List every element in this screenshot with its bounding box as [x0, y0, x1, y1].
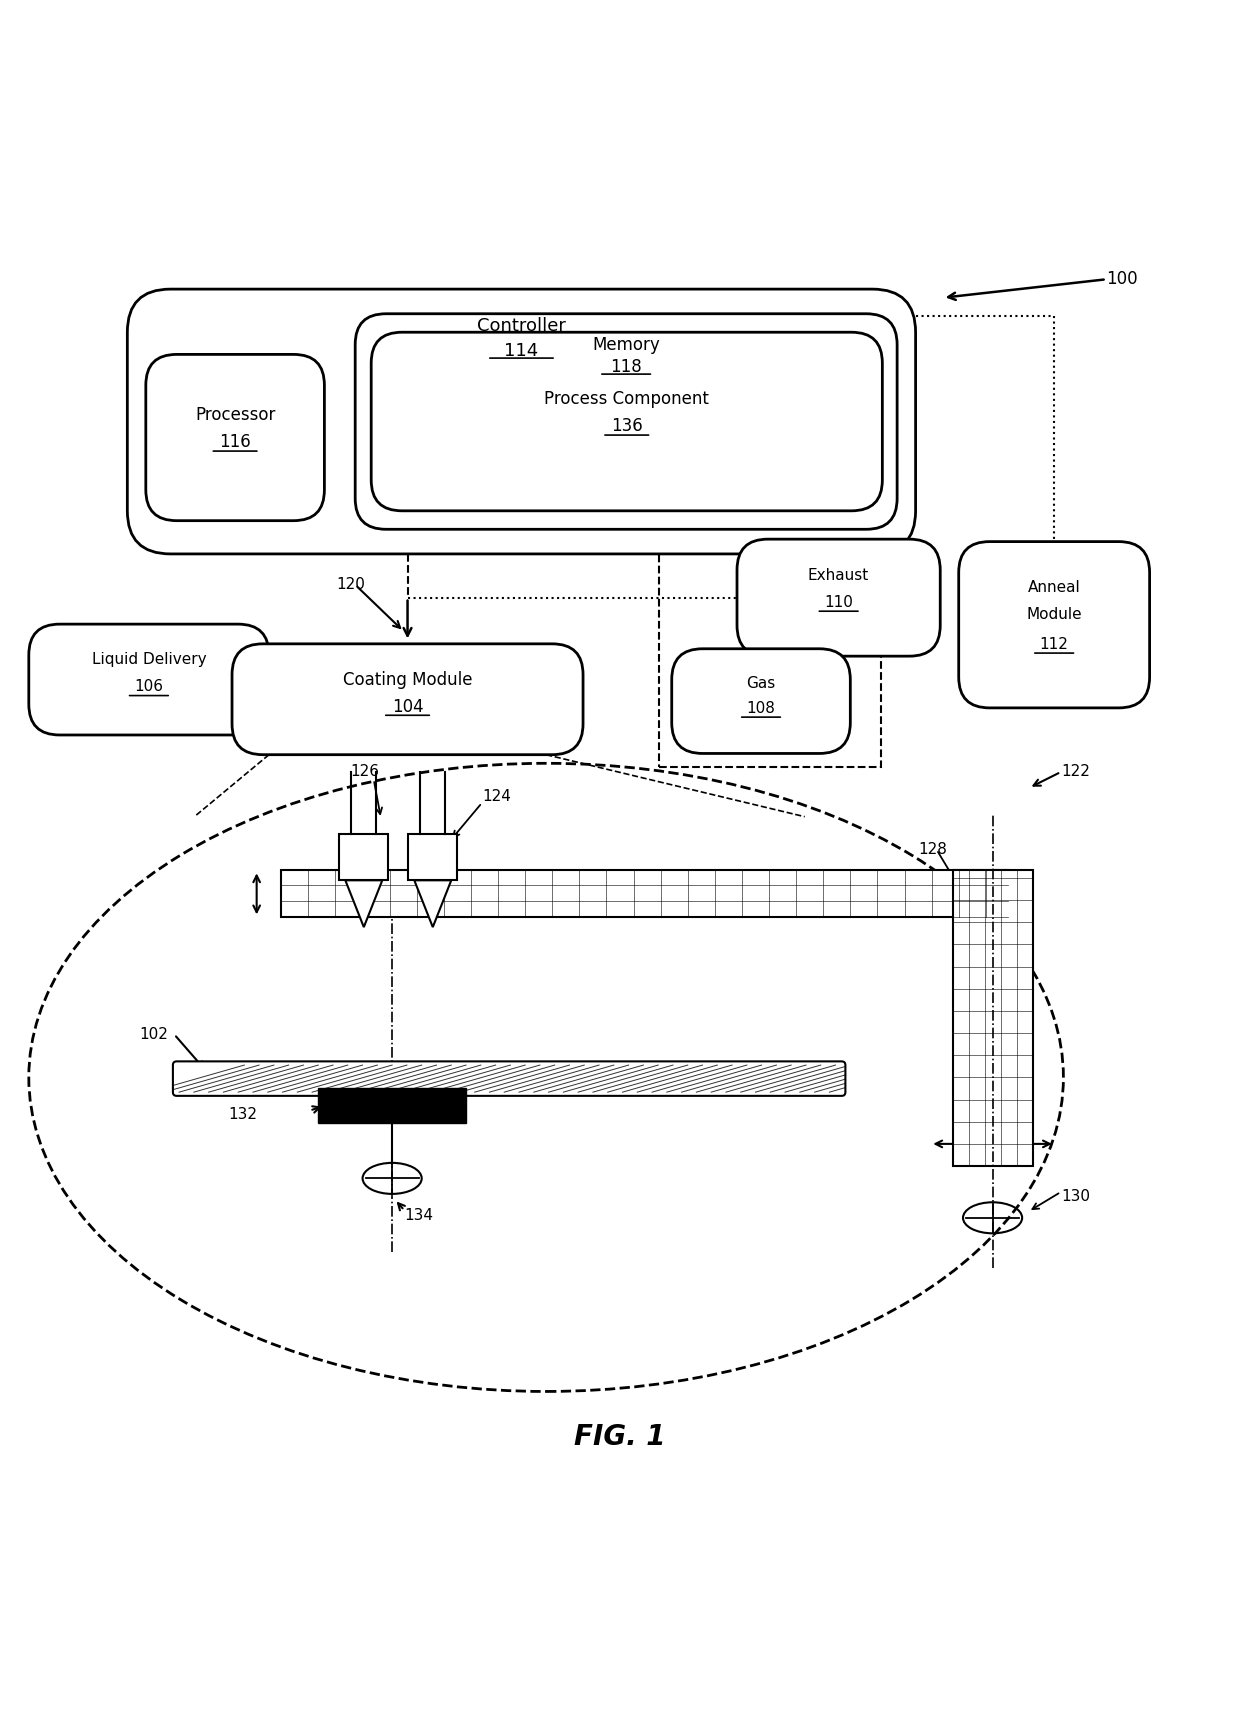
Text: 104: 104: [392, 698, 423, 715]
FancyBboxPatch shape: [128, 290, 915, 554]
Polygon shape: [281, 870, 1008, 917]
Text: 136: 136: [611, 417, 642, 436]
Text: 106: 106: [134, 679, 164, 694]
FancyBboxPatch shape: [355, 314, 897, 529]
Text: 118: 118: [610, 358, 642, 375]
Text: 110: 110: [825, 595, 853, 609]
Text: 122: 122: [1061, 764, 1090, 779]
Polygon shape: [345, 880, 382, 927]
Text: 100: 100: [1106, 271, 1138, 288]
Text: Memory: Memory: [593, 335, 660, 354]
FancyBboxPatch shape: [29, 625, 269, 734]
FancyBboxPatch shape: [146, 354, 325, 521]
Text: 116: 116: [219, 434, 250, 451]
Text: 132: 132: [228, 1108, 258, 1121]
FancyBboxPatch shape: [232, 644, 583, 755]
Text: 102: 102: [140, 1026, 169, 1042]
Text: 108: 108: [746, 701, 775, 715]
Polygon shape: [408, 833, 458, 880]
Text: Exhaust: Exhaust: [808, 568, 869, 583]
Text: Module: Module: [1027, 608, 1083, 623]
Polygon shape: [414, 880, 451, 927]
FancyBboxPatch shape: [672, 649, 851, 753]
Text: Anneal: Anneal: [1028, 580, 1080, 595]
Text: 126: 126: [351, 764, 379, 779]
Text: Liquid Delivery: Liquid Delivery: [92, 653, 206, 667]
Text: Coating Module: Coating Module: [342, 670, 472, 689]
Text: Process Component: Process Component: [544, 391, 709, 408]
Text: Processor: Processor: [195, 406, 275, 424]
FancyBboxPatch shape: [172, 1061, 846, 1095]
FancyBboxPatch shape: [371, 332, 883, 510]
Text: 112: 112: [1039, 637, 1069, 653]
Text: 134: 134: [404, 1208, 434, 1222]
Text: 128: 128: [918, 842, 947, 858]
Polygon shape: [952, 870, 1033, 1167]
Polygon shape: [340, 833, 388, 880]
FancyBboxPatch shape: [959, 542, 1149, 708]
Text: 114: 114: [505, 342, 538, 359]
Text: Controller: Controller: [477, 318, 565, 335]
Text: 124: 124: [482, 790, 511, 804]
FancyBboxPatch shape: [737, 540, 940, 656]
Text: Gas: Gas: [746, 677, 776, 691]
Polygon shape: [319, 1088, 466, 1123]
Text: 120: 120: [337, 576, 366, 592]
Text: FIG. 1: FIG. 1: [574, 1424, 666, 1451]
Text: 130: 130: [1061, 1189, 1090, 1205]
